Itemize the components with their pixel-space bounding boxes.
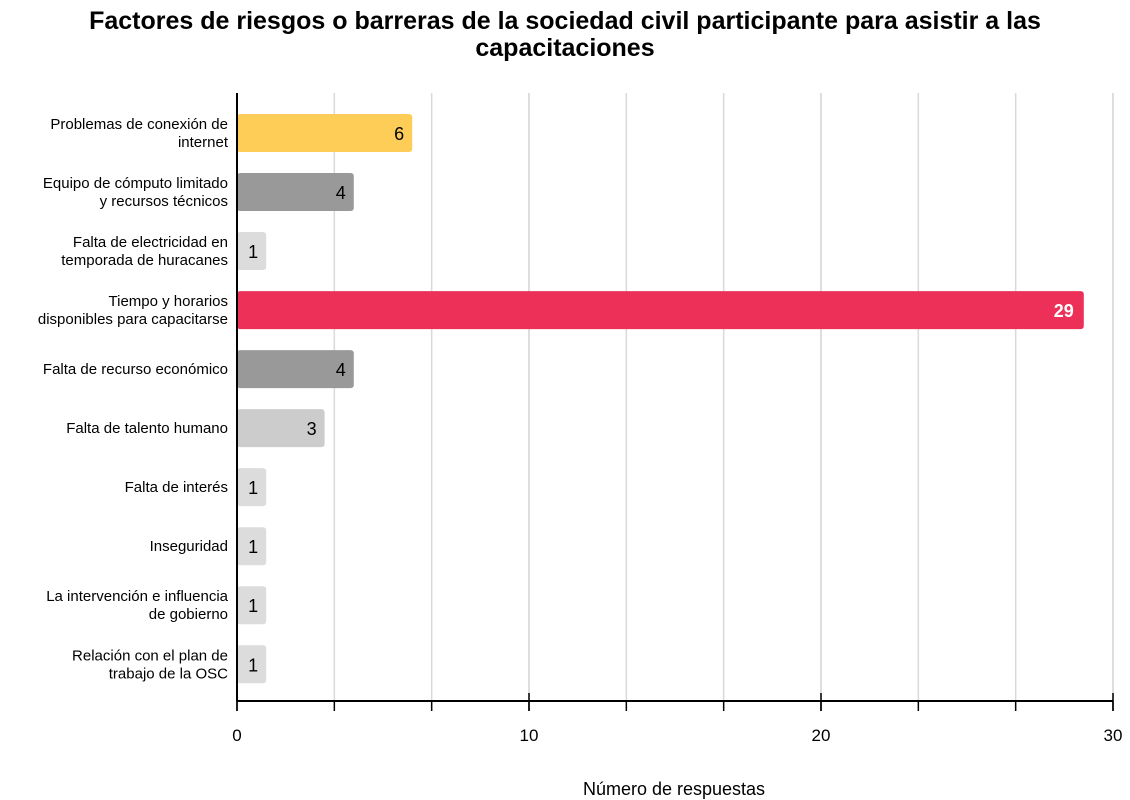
chart-title: Factores de riesgos o barreras de la soc…	[0, 8, 1130, 62]
y-tick-label: trabajo de la OSC	[109, 665, 228, 682]
chart-title-line: Factores de riesgos o barreras de la soc…	[89, 7, 1041, 35]
y-tick-label: Falta de recurso económico	[43, 361, 228, 378]
chart-title-line: capacitaciones	[475, 34, 655, 62]
data-label: 6	[394, 124, 404, 144]
x-axis-title: Número de respuestas	[583, 779, 765, 799]
y-tick-label: La intervención e influencia	[46, 588, 228, 605]
bar	[237, 232, 267, 271]
bar	[237, 114, 413, 152]
data-label: 1	[248, 242, 258, 262]
y-tick-label: Inseguridad	[150, 538, 228, 555]
bar	[237, 527, 267, 566]
bar	[237, 586, 267, 625]
x-tick-label: 10	[520, 726, 539, 745]
bar	[237, 645, 267, 684]
y-tick-label: disponibles para capacitarse	[38, 311, 228, 328]
y-tick-label: temporada de huracanes	[61, 252, 228, 269]
bar	[237, 468, 267, 507]
data-label: 1	[248, 655, 258, 675]
x-tick-label: 20	[812, 726, 831, 745]
bar	[237, 173, 354, 212]
bar	[237, 350, 354, 389]
y-tick-label: Relación con el plan de	[72, 647, 228, 664]
y-tick-label: y recursos técnicos	[100, 193, 228, 210]
y-tick-label: Problemas de conexión de	[50, 116, 228, 133]
data-label: 29	[1054, 301, 1074, 321]
data-label: 4	[336, 183, 346, 203]
bar	[237, 409, 325, 448]
data-label: 1	[248, 478, 258, 498]
x-tick-label: 30	[1104, 726, 1123, 745]
y-tick-label: Tiempo y horarios	[109, 293, 229, 310]
x-tick-label: 0	[232, 726, 241, 745]
y-tick-label: Equipo de cómputo limitado	[43, 175, 228, 192]
y-tick-label: internet	[178, 134, 229, 151]
data-label: 3	[307, 419, 317, 439]
bar	[237, 291, 1084, 330]
y-tick-label: de gobierno	[149, 606, 228, 623]
y-tick-label: Falta de electricidad en	[73, 234, 228, 251]
bar-layer: 6 4 1 29 4 3 1 1 1 1	[237, 114, 1084, 684]
data-label: 4	[336, 360, 346, 380]
y-tick-label: Falta de talento humano	[66, 420, 228, 437]
data-label: 1	[248, 537, 258, 557]
grid-layer	[236, 93, 1114, 701]
data-label: 1	[248, 596, 258, 616]
y-tick-label: Falta de interés	[125, 479, 228, 496]
